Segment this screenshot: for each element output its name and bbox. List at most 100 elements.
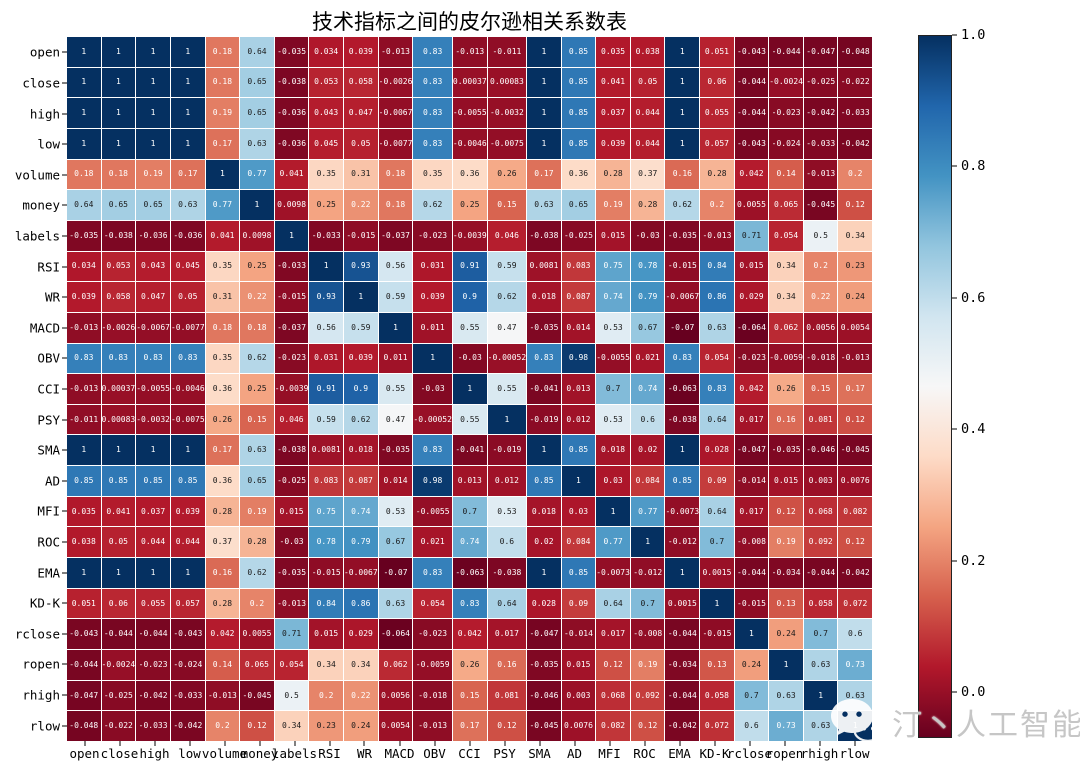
heatmap-cell: 0.084 — [561, 527, 596, 558]
heatmap-cell: 0.015 — [274, 496, 309, 527]
heatmap-cell: 0.0015 — [665, 588, 700, 619]
x-tick-mark — [224, 741, 225, 746]
heatmap-cell: -0.046 — [527, 680, 561, 711]
heatmap-cell: -0.014 — [561, 619, 596, 650]
x-tick-mark — [294, 741, 295, 746]
heatmap-cell: 0.64 — [700, 404, 734, 435]
heatmap-cell: 0.83 — [136, 343, 170, 374]
heatmap-cell: 1 — [170, 435, 205, 466]
y-tick-mark — [62, 143, 67, 145]
heatmap-cell: 0.053 — [309, 67, 343, 98]
heatmap-cell: -0.013 — [205, 680, 240, 711]
heatmap-cell: 0.12 — [769, 496, 803, 527]
heatmap-cell: 0.36 — [452, 159, 487, 190]
heatmap-cell: 0.034 — [67, 251, 101, 282]
x-axis-label: OBV — [423, 746, 446, 761]
x-axis-label: MACD — [384, 746, 415, 761]
heatmap-cell: 1 — [274, 220, 309, 251]
heatmap-cell: 0.054 — [413, 588, 452, 619]
heatmap-cell: -0.03 — [452, 343, 487, 374]
heatmap-cell: 0.85 — [561, 98, 596, 128]
heatmap-cell: 0.011 — [378, 343, 413, 374]
heatmap-cell: -0.025 — [803, 67, 838, 98]
heatmap-cell: -0.034 — [769, 558, 803, 588]
y-tick-mark — [62, 572, 67, 574]
heatmap-cell: 0.62 — [665, 190, 700, 220]
heatmap-cell: 0.65 — [101, 190, 136, 220]
x-tick-mark — [784, 741, 785, 746]
heatmap-cell: -0.041 — [527, 374, 561, 404]
heatmap-cell: 0.17 — [838, 374, 872, 404]
heatmap-cell: 0.058 — [343, 67, 378, 98]
heatmap-cell: 0.53 — [487, 496, 527, 527]
heatmap-cell: -0.015 — [734, 588, 769, 619]
heatmap-cell: 0.83 — [413, 37, 452, 67]
heatmap-cell: 0.054 — [700, 343, 734, 374]
heatmap-cell: 0.092 — [803, 527, 838, 558]
heatmap-cell: 0.63 — [240, 128, 274, 159]
heatmap-cell: 0.79 — [630, 282, 665, 312]
heatmap-cell: 1 — [67, 435, 101, 466]
x-axis-label: PSY — [493, 746, 516, 761]
heatmap-cell: 0.031 — [309, 343, 343, 374]
heatmap-cell: -0.0059 — [413, 650, 452, 680]
heatmap-cell: 1 — [67, 37, 101, 67]
heatmap-cell: 1 — [378, 312, 413, 343]
heatmap-cell: -0.019 — [527, 404, 561, 435]
heatmap-cell: -0.0073 — [665, 496, 700, 527]
heatmap-cell: 1 — [67, 558, 101, 588]
heatmap-cell: -0.0077 — [170, 312, 205, 343]
heatmap-cell: 0.037 — [136, 496, 170, 527]
y-tick-mark — [62, 602, 67, 604]
heatmap-cell: 0.00037 — [452, 67, 487, 98]
heatmap-cell: 0.18 — [378, 159, 413, 190]
heatmap-cell: 0.85 — [561, 128, 596, 159]
heatmap-cell: 0.046 — [274, 404, 309, 435]
heatmap-cell: 1 — [136, 67, 170, 98]
x-axis-label: low — [178, 746, 201, 761]
heatmap-cell: 0.081 — [803, 404, 838, 435]
heatmap-cell: -0.042 — [838, 128, 872, 159]
heatmap-cell: 1 — [561, 466, 596, 496]
heatmap-cell: 0.34 — [838, 220, 872, 251]
heatmap-cell: 0.039 — [170, 496, 205, 527]
x-tick-mark — [119, 741, 120, 746]
heatmap-cell: 0.65 — [136, 190, 170, 220]
heatmap-cell: -0.013 — [378, 37, 413, 67]
x-tick-mark — [434, 741, 435, 746]
heatmap-cell: 0.013 — [561, 374, 596, 404]
heatmap-cell: -0.038 — [274, 67, 309, 98]
heatmap-cell: -0.013 — [803, 159, 838, 190]
heatmap-cell: 0.05 — [101, 527, 136, 558]
heatmap-cell: 0.2 — [700, 190, 734, 220]
heatmap-cell: 0.029 — [343, 619, 378, 650]
heatmap-cell: -0.013 — [700, 220, 734, 251]
heatmap-cell: -0.0039 — [452, 220, 487, 251]
heatmap-cell: -0.025 — [101, 680, 136, 711]
heatmap-cell: 1 — [665, 37, 700, 67]
heatmap-cell: 0.054 — [769, 220, 803, 251]
heatmap-cell: 0.039 — [343, 343, 378, 374]
heatmap-cell: 0.64 — [596, 588, 630, 619]
heatmap-cell: 0.7 — [734, 680, 769, 711]
heatmap-cell: 0.039 — [596, 128, 630, 159]
heatmap-cell: 0.2 — [205, 711, 240, 741]
heatmap-cell: 0.12 — [596, 650, 630, 680]
heatmap-cell: 0.015 — [309, 619, 343, 650]
heatmap-cell: 0.24 — [734, 650, 769, 680]
heatmap-cell: -0.043 — [734, 37, 769, 67]
heatmap-cell: 0.044 — [630, 98, 665, 128]
heatmap-cell: -0.044 — [101, 619, 136, 650]
heatmap-cell: 0.18 — [205, 37, 240, 67]
heatmap-cell: 0.12 — [487, 711, 527, 741]
heatmap-cell: 0.018 — [527, 496, 561, 527]
heatmap-cell: 0.083 — [309, 466, 343, 496]
heatmap-cell: 0.59 — [309, 404, 343, 435]
y-tick-mark — [62, 174, 67, 176]
heatmap-cell: -0.045 — [803, 190, 838, 220]
heatmap-cell: 0.83 — [413, 128, 452, 159]
heatmap-cell: 0.86 — [700, 282, 734, 312]
heatmap-cell: -0.048 — [67, 711, 101, 741]
heatmap-cell: 0.044 — [136, 527, 170, 558]
heatmap-cell: -0.038 — [665, 404, 700, 435]
